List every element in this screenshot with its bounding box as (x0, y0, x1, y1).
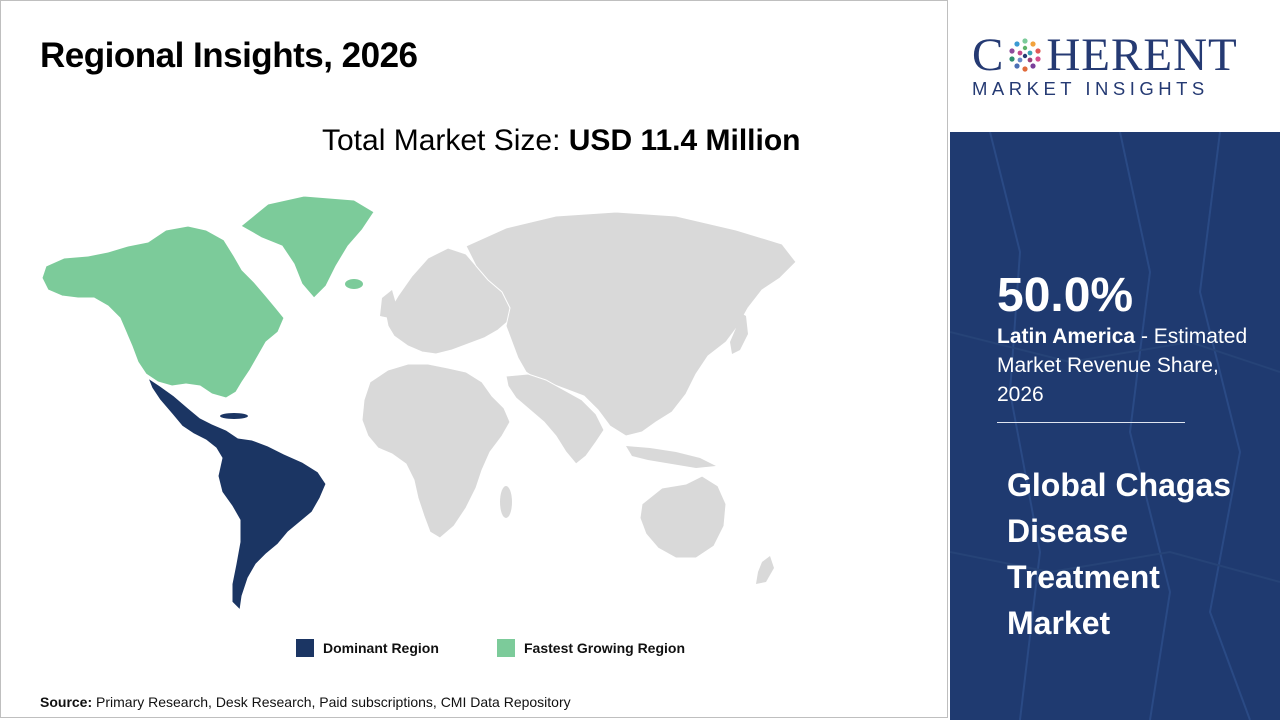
legend-dominant: Dominant Region (296, 639, 439, 657)
legend-fastest-label: Fastest Growing Region (524, 640, 686, 656)
page-title: Regional Insights, 2026 (40, 36, 418, 75)
market-size: Total Market Size: USD 11.4 Million (322, 124, 801, 158)
source-text: Primary Research, Desk Research, Paid su… (92, 694, 571, 710)
share-text: - Estimated Market Revenue Share, 2026 (997, 325, 1248, 406)
new-zealand (756, 556, 774, 584)
share-percent: 50.0% (997, 269, 1134, 322)
latin-america-region (146, 376, 327, 612)
source-label: Source: (40, 694, 93, 710)
south-asia-region (505, 373, 605, 465)
market-name: Global Chagas Disease Treatment Market (1007, 467, 1232, 641)
brand-name-left: C (972, 29, 1005, 81)
indonesia-region (626, 446, 716, 468)
panel-texture (950, 132, 1280, 720)
caribbean-islands (220, 413, 248, 419)
uk-islands (380, 290, 396, 318)
legend-dominant-swatch (296, 639, 314, 657)
north-america-region (41, 225, 285, 399)
brand-subtitle: MARKET INSIGHTS (972, 78, 1209, 99)
brand-wordmark: C HERENT (972, 28, 1238, 82)
japan (730, 310, 748, 354)
legend-dominant-label: Dominant Region (323, 640, 439, 656)
share-description: Latin America - Estimated Market Revenue… (997, 322, 1267, 409)
right-sidebar: C HERENT MARKET INSIGHTS (950, 0, 1280, 720)
market-size-value: USD 11.4 Million (568, 124, 801, 157)
africa-region (361, 363, 511, 539)
brand-name-right: HERENT (1046, 29, 1238, 81)
share-region: Latin America (997, 325, 1136, 348)
greenland-region (240, 195, 375, 299)
legend-fastest-swatch (497, 639, 515, 657)
market-size-label: Total Market Size: (322, 124, 569, 157)
asia-region (465, 211, 797, 437)
australia-region (639, 475, 727, 559)
legend-fastest: Fastest Growing Region (497, 639, 685, 657)
brand-logo: C HERENT MARKET INSIGHTS (950, 0, 1280, 132)
iceland (345, 279, 363, 289)
madagascar (500, 486, 512, 518)
panel-divider (997, 422, 1185, 423)
world-map (41, 195, 797, 612)
highlight-panel: 50.0% Latin America - Estimated Market R… (950, 132, 1280, 720)
content-frame (0, 0, 948, 718)
brand-dots-icon (1009, 38, 1041, 72)
source-note: Source: Primary Research, Desk Research,… (40, 694, 571, 710)
